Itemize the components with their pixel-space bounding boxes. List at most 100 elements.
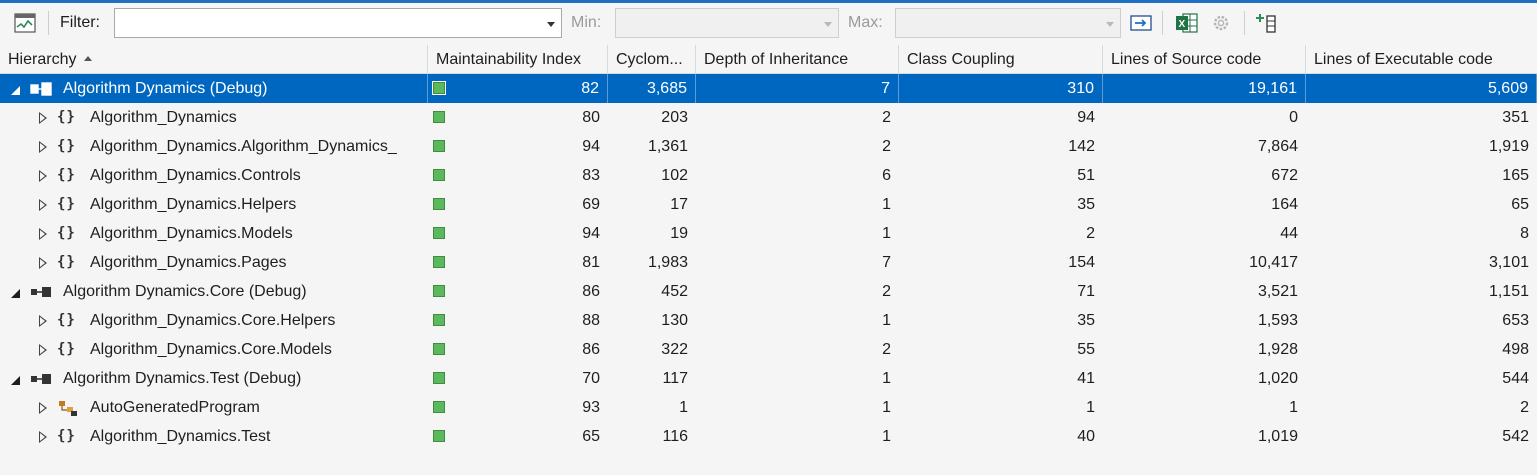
expand-arrow-icon[interactable] [36,335,50,364]
class-coupling-cell: 51 [899,161,1103,190]
row-name: Algorithm_Dynamics [90,109,237,126]
cyclomatic-complexity-cell: 17 [608,190,696,219]
expand-collapse-icon[interactable] [8,74,22,103]
header-hierarchy[interactable]: Hierarchy [0,45,428,73]
svg-text:X: X [1179,19,1186,30]
add-column-icon[interactable] [1254,11,1280,35]
header-source[interactable]: Lines of Source code [1103,45,1306,73]
expand-arrow-icon[interactable] [36,103,50,132]
expand-arrow-icon[interactable] [36,219,50,248]
class-coupling-cell: 154 [899,248,1103,277]
lines-of-executable-cell: 542 [1306,422,1537,451]
tree-row[interactable]: Algorithm Dynamics (Debug) 82 3,685 7 310 19,… [0,74,1537,103]
toolbar-separator [1162,11,1163,35]
header-cyclomatic[interactable]: Cyclom... [608,45,696,73]
metrics-tree-grid: Algorithm Dynamics (Debug) 82 3,685 7 310 19,… [0,74,1537,451]
depth-of-inheritance-cell-value: 6 [882,167,891,184]
apply-filter-icon[interactable] [1128,11,1154,35]
tree-row[interactable]: Algorithm Dynamics.Test (Debug) 70 117 1 41 1… [0,364,1537,393]
tree-row[interactable]: {} Algorithm_Dynamics.Controls 83 102 6 51 672… [0,161,1537,190]
filter-combobox[interactable] [114,8,562,38]
maintainability-index-cell: 88 [428,306,608,335]
expand-arrow-icon[interactable] [36,161,50,190]
chevron-down-icon[interactable] [824,22,832,27]
expand-collapse-icon[interactable] [8,277,22,306]
class-coupling-cell-value: 41 [1077,370,1095,387]
tree-row[interactable]: {} Algorithm_Dynamics.Pages 81 1,983 7 154 10,… [0,248,1537,277]
maintainability-rating-icon [433,401,445,413]
class-coupling-cell: 142 [899,132,1103,161]
tree-row[interactable]: {} Algorithm_Dynamics.Test 65 116 1 40 1,019 54… [0,422,1537,451]
header-maintainability[interactable]: Maintainability Index [428,45,608,73]
tree-row[interactable]: Algorithm Dynamics.Core (Debug) 86 452 2 71 3… [0,277,1537,306]
lines-of-source-cell: 44 [1103,219,1306,248]
lines-of-source-cell: 19,161 [1103,74,1306,103]
tree-row[interactable]: {} Algorithm_Dynamics 80 203 2 94 0 351 [0,103,1537,132]
lines-of-source-cell: 164 [1103,190,1306,219]
expand-arrow-icon[interactable] [36,393,50,422]
lines-of-executable-cell-value: 1,151 [1488,283,1529,300]
lines-of-executable-cell: 65 [1306,190,1537,219]
maintainability-index-cell: 94 [428,219,608,248]
tree-row[interactable]: {} Algorithm_Dynamics.Core.Helpers 88 130 1 3… [0,306,1537,335]
maintainability-index-cell: 69 [428,190,608,219]
row-name: Algorithm Dynamics (Debug) [63,80,268,97]
min-label: Min: [571,14,602,31]
depth-of-inheritance-cell-value: 7 [881,80,890,97]
tree-row[interactable]: {} Algorithm_Dynamics.Models 94 19 1 2 44 8 [0,219,1537,248]
lines-of-source-cell: 7,864 [1103,132,1306,161]
expand-arrow-icon[interactable] [36,248,50,277]
lines-of-source-cell: 672 [1103,161,1306,190]
lines-of-executable-cell-value: 1,919 [1488,138,1529,155]
lines-of-executable-cell-value: 5,609 [1487,80,1528,97]
tree-row[interactable]: {} Algorithm_Dynamics.Algorithm_Dynamics_… [0,132,1537,161]
max-combobox[interactable] [895,8,1121,38]
cyclomatic-complexity-cell: 322 [608,335,696,364]
metrics-chart-icon[interactable] [12,11,38,35]
class-coupling-cell: 94 [899,103,1103,132]
chevron-down-icon[interactable] [547,22,555,27]
class-coupling-cell-value: 1 [1086,399,1095,416]
settings-icon [1208,11,1234,35]
lines-of-executable-cell: 544 [1306,364,1537,393]
expand-collapse-icon[interactable] [8,364,22,393]
row-name: Algorithm_Dynamics.Algorithm_Dynamics_ [90,138,397,155]
header-executable[interactable]: Lines of Executable code [1306,45,1537,73]
expand-arrow-icon[interactable] [36,422,50,451]
expand-arrow-icon[interactable] [36,306,50,335]
excel-icon[interactable]: X [1174,11,1200,35]
row-name: Algorithm Dynamics.Core (Debug) [63,283,307,300]
lines-of-executable-cell-value: 542 [1502,428,1529,445]
depth-of-inheritance-cell: 1 [696,306,899,335]
depth-of-inheritance-cell-value: 2 [882,341,891,358]
lines-of-source-cell-value: 44 [1280,225,1298,242]
lines-of-source-cell: 1,019 [1103,422,1306,451]
filter-input[interactable] [119,10,543,38]
class-coupling-cell-value: 35 [1077,196,1095,213]
maintainability-rating-icon [433,140,445,152]
expand-arrow-icon[interactable] [36,132,50,161]
maintainability-index-cell: 65 [428,422,608,451]
min-combobox[interactable] [615,8,839,38]
depth-of-inheritance-cell: 1 [696,393,899,422]
hierarchy-cell: {} Algorithm_Dynamics.Helpers [0,190,428,219]
class-coupling-cell-value: 51 [1077,167,1095,184]
depth-of-inheritance-cell: 2 [696,132,899,161]
cyclomatic-complexity-cell: 102 [608,161,696,190]
sort-ascending-icon [84,56,93,61]
lines-of-source-cell-value: 10,417 [1249,254,1298,271]
maintainability-index-cell-value: 82 [581,80,599,97]
lines-of-executable-cell: 3,101 [1306,248,1537,277]
expand-arrow-icon[interactable] [36,190,50,219]
max-label: Max: [848,14,883,31]
lines-of-source-cell-value: 1,928 [1257,341,1298,358]
tree-row[interactable]: AutoGeneratedProgram 93 1 1 1 1 2 [0,393,1537,422]
header-coupling[interactable]: Class Coupling [899,45,1103,73]
depth-of-inheritance-cell-value: 1 [882,312,891,329]
tree-row[interactable]: {} Algorithm_Dynamics.Core.Models 86 322 2 55… [0,335,1537,364]
maintainability-index-cell-value: 65 [582,428,600,445]
chevron-down-icon[interactable] [1106,22,1114,27]
depth-of-inheritance-cell: 2 [696,335,899,364]
header-depth[interactable]: Depth of Inheritance [696,45,899,73]
tree-row[interactable]: {} Algorithm_Dynamics.Helpers 69 17 1 35 164 65 [0,190,1537,219]
